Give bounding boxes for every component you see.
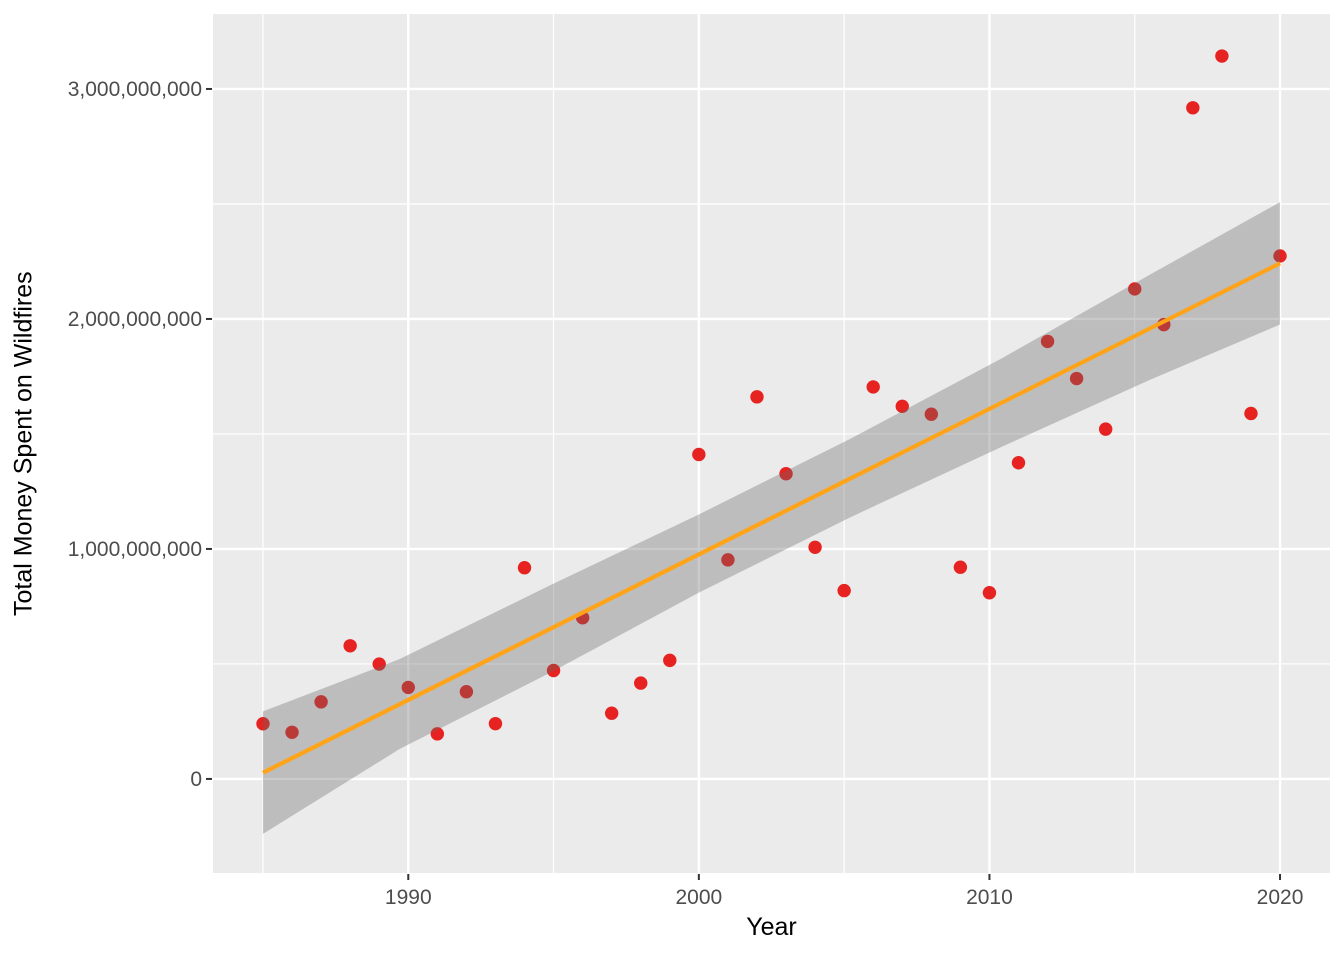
- data-point: [430, 727, 445, 741]
- data-point: [488, 716, 503, 731]
- data-point: [953, 560, 968, 574]
- data-point: [1128, 282, 1142, 296]
- data-point: [1273, 249, 1287, 263]
- y-tick-label: 2,000,000,000: [68, 308, 202, 331]
- data-point: [1011, 456, 1026, 470]
- data-point: [634, 676, 648, 690]
- axis-tick-labels: 1990 2000 2010 2020 0 1,000,000,000 2,000,000,…: [68, 78, 1304, 909]
- data-point: [721, 553, 735, 567]
- data-point: [663, 653, 677, 668]
- data-point: [750, 390, 764, 404]
- data-point: [1186, 101, 1200, 115]
- y-tick-label: 1,000,000,000: [68, 538, 202, 561]
- data-point: [1098, 422, 1113, 436]
- data-point: [285, 725, 299, 739]
- axis-tick-marks: [206, 87, 1282, 880]
- data-point: [546, 663, 561, 678]
- data-point: [837, 583, 851, 598]
- data-point: [604, 706, 619, 720]
- data-point: [866, 380, 880, 394]
- data-point: [372, 657, 386, 671]
- data-point: [692, 447, 706, 462]
- minor-gridlines: [213, 14, 1330, 873]
- data-point: [779, 467, 793, 481]
- trend-line: [262, 261, 1281, 775]
- x-tick-label: 1990: [385, 886, 432, 909]
- y-axis-title: Total Money Spent on Wildfires: [9, 271, 38, 616]
- data-point: [982, 586, 997, 600]
- data-point: [924, 407, 939, 421]
- data-point: [256, 717, 270, 731]
- x-tick-label: 2020: [1257, 886, 1304, 909]
- plot-panel: [213, 14, 1330, 873]
- y-tick-label: 3,000,000,000: [68, 78, 202, 101]
- y-tick-label: 0: [190, 768, 202, 791]
- x-axis-title: Year: [746, 913, 797, 941]
- x-tick-label: 2010: [966, 886, 1013, 909]
- data-point: [1040, 334, 1055, 349]
- data-point: [459, 685, 474, 699]
- x-tick-label: 2000: [675, 886, 722, 909]
- data-point: [895, 399, 909, 414]
- major-gridlines: [213, 14, 1330, 873]
- data-point: [314, 695, 328, 709]
- data-point: [401, 680, 415, 695]
- data-points: [256, 49, 1287, 741]
- data-point: [517, 561, 532, 575]
- data-point: [1244, 406, 1258, 421]
- data-point: [1069, 371, 1084, 386]
- data-point: [808, 540, 822, 554]
- data-point: [343, 639, 357, 653]
- data-point: [1215, 49, 1229, 63]
